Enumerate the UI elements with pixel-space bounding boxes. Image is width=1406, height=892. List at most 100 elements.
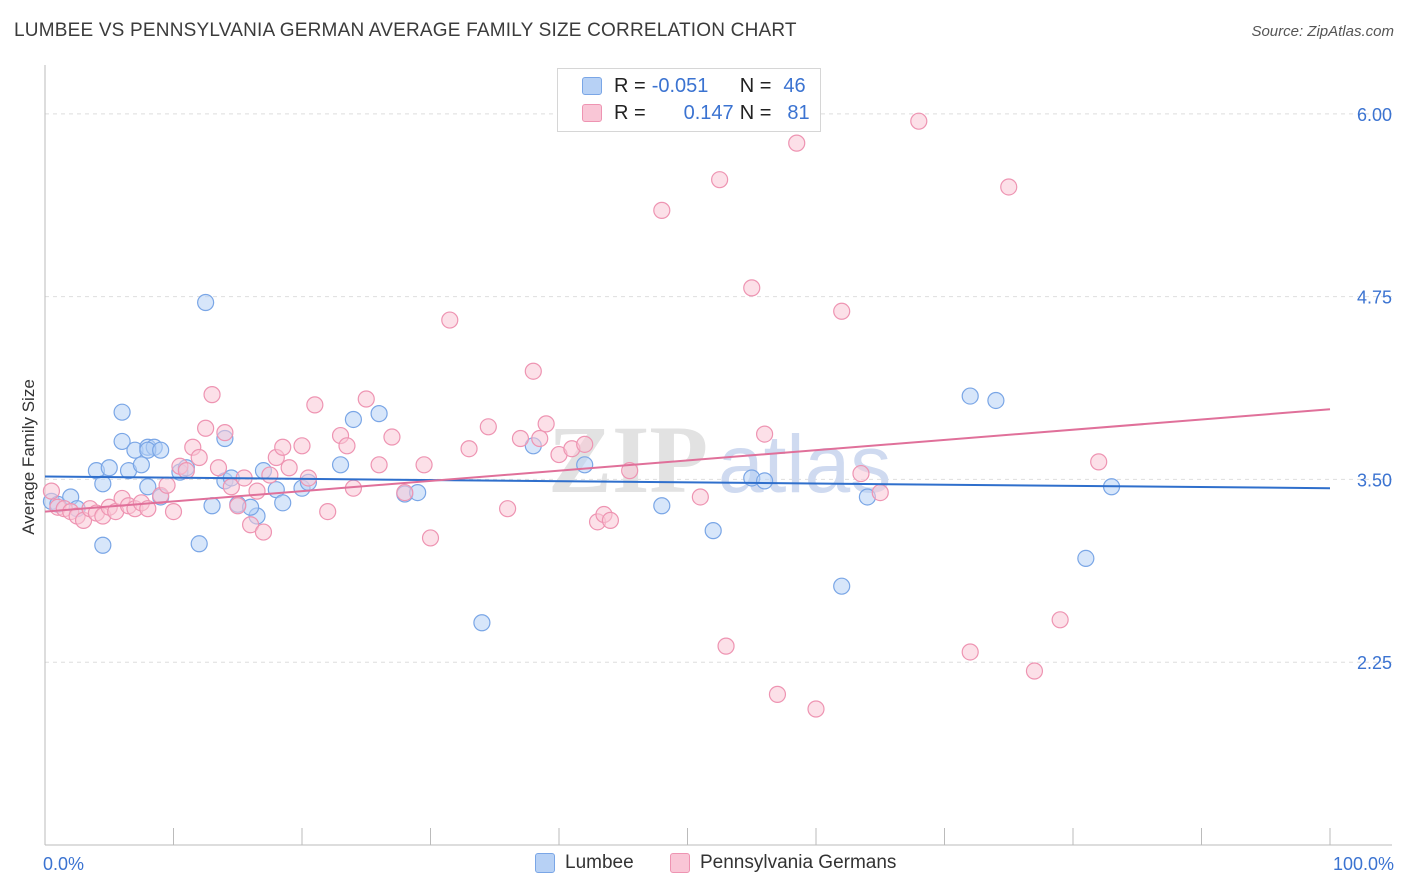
legend-row-pg: R = 0.147 N = 81 (582, 100, 810, 126)
lumbee-point (331, 456, 350, 474)
pg-point (209, 459, 228, 477)
pg-point (524, 362, 542, 380)
pg-point (248, 482, 266, 500)
pg-point (158, 476, 176, 494)
legend-n-label: N = (739, 74, 772, 97)
lumbee-point (203, 497, 221, 515)
lumbee-point (576, 456, 594, 474)
y-tick-label: 2.25 (1357, 653, 1392, 673)
lumbee-point (94, 475, 112, 493)
pg-point (197, 419, 215, 437)
lumbee-point (113, 432, 131, 451)
lumbee-point (100, 459, 118, 477)
pg-point (190, 448, 208, 467)
lumbee-legend-swatch (535, 853, 555, 873)
legend-n-value: 81 (787, 101, 810, 124)
source-note: Source: ZipAtlas.com (1251, 23, 1394, 40)
pg-point (229, 497, 247, 515)
pg-point (852, 464, 870, 483)
pg-legend-label: Pennsylvania Germans (700, 852, 897, 873)
pg-point (396, 483, 414, 502)
stats-legend: R = -0.051 N = 46 R = 0.147 N = 81 (557, 68, 821, 132)
watermark-zip: ZIP (548, 406, 708, 513)
lumbee-point (139, 478, 157, 496)
pg-point (274, 438, 292, 456)
lumbee-point (833, 577, 851, 595)
pg-point (357, 390, 375, 408)
pg-trend-line (44, 408, 1331, 513)
lumbee-point (197, 293, 215, 312)
pg-point (1025, 662, 1044, 680)
pg-swatch (582, 104, 602, 122)
pg-point (1051, 611, 1069, 629)
y-tick-label: 6.00 (1357, 105, 1392, 125)
lumbee-point (755, 472, 774, 490)
lumbee-point (370, 405, 388, 423)
pg-point (531, 429, 549, 448)
pg-point (910, 112, 928, 130)
pg-point (415, 456, 433, 474)
pg-point (768, 685, 787, 703)
pg-point (254, 523, 273, 541)
axes (44, 65, 1392, 846)
pg-point (421, 529, 440, 547)
pg-point (306, 396, 324, 414)
lumbee-trend-line (44, 475, 1331, 490)
y-tick-label: 4.75 (1357, 288, 1392, 308)
pg-point (293, 437, 311, 455)
pg-point (42, 482, 61, 500)
pg-point (460, 440, 478, 458)
pg-point (499, 500, 517, 518)
lumbee-point (653, 497, 671, 515)
pg-point (788, 134, 806, 152)
pg-point (216, 424, 234, 442)
legend-r-label: R = (614, 74, 646, 97)
lumbee-point (274, 494, 292, 512)
pg-point (1090, 453, 1108, 471)
pg-point (537, 415, 555, 433)
lumbee-point (152, 441, 170, 459)
pg-point (807, 700, 825, 718)
trend-lines (44, 408, 1331, 513)
lumbee-swatch (582, 77, 602, 95)
lumbee-point (1077, 549, 1095, 567)
bottom-legend-lumbee: Lumbee (535, 852, 634, 874)
zipatlas-watermark: ZIP atlas (548, 406, 891, 513)
lumbee-point (344, 410, 362, 429)
lumbee-point (961, 387, 979, 405)
pg-point (383, 428, 401, 446)
grid-lines (45, 113, 1392, 663)
pg-point (280, 459, 298, 477)
pg-point (833, 302, 851, 320)
chart-title: LUMBEE VS PENNSYLVANIA GERMAN AVERAGE FA… (14, 20, 797, 41)
pg-point (319, 503, 337, 521)
data-points (42, 112, 1121, 718)
x-tick-label: 100.0% (1333, 854, 1394, 874)
pg-point (338, 437, 356, 455)
lumbee-point (987, 391, 1005, 410)
pg-point (177, 462, 195, 480)
lumbee-point (190, 535, 208, 553)
tick-labels: 6.00 4.75 3.50 2.25 0.0% 100.0% (43, 105, 1394, 874)
lumbee-point (94, 536, 112, 554)
y-axis-label: Average Family Size (19, 379, 38, 535)
pg-point (242, 516, 260, 534)
legend-n-value: 46 (783, 74, 806, 97)
legend-r-value: -0.051 (651, 74, 709, 97)
pg-point (261, 466, 279, 484)
pg-point (961, 643, 979, 661)
pg-point (691, 488, 709, 506)
pg-point (164, 503, 183, 521)
pg-point (370, 456, 388, 474)
legend-row-lumbee: R = -0.051 N = 46 (582, 73, 806, 99)
lumbee-point (704, 522, 722, 540)
legend-r-label: R = (614, 101, 646, 124)
lumbee-point (132, 456, 150, 474)
bottom-legend-pg: Pennsylvania Germans (670, 852, 896, 874)
pg-point (755, 425, 774, 443)
pg-point (871, 483, 889, 502)
pg-point (1000, 178, 1018, 196)
pg-point (621, 462, 639, 480)
y-tick-label: 3.50 (1357, 470, 1392, 490)
